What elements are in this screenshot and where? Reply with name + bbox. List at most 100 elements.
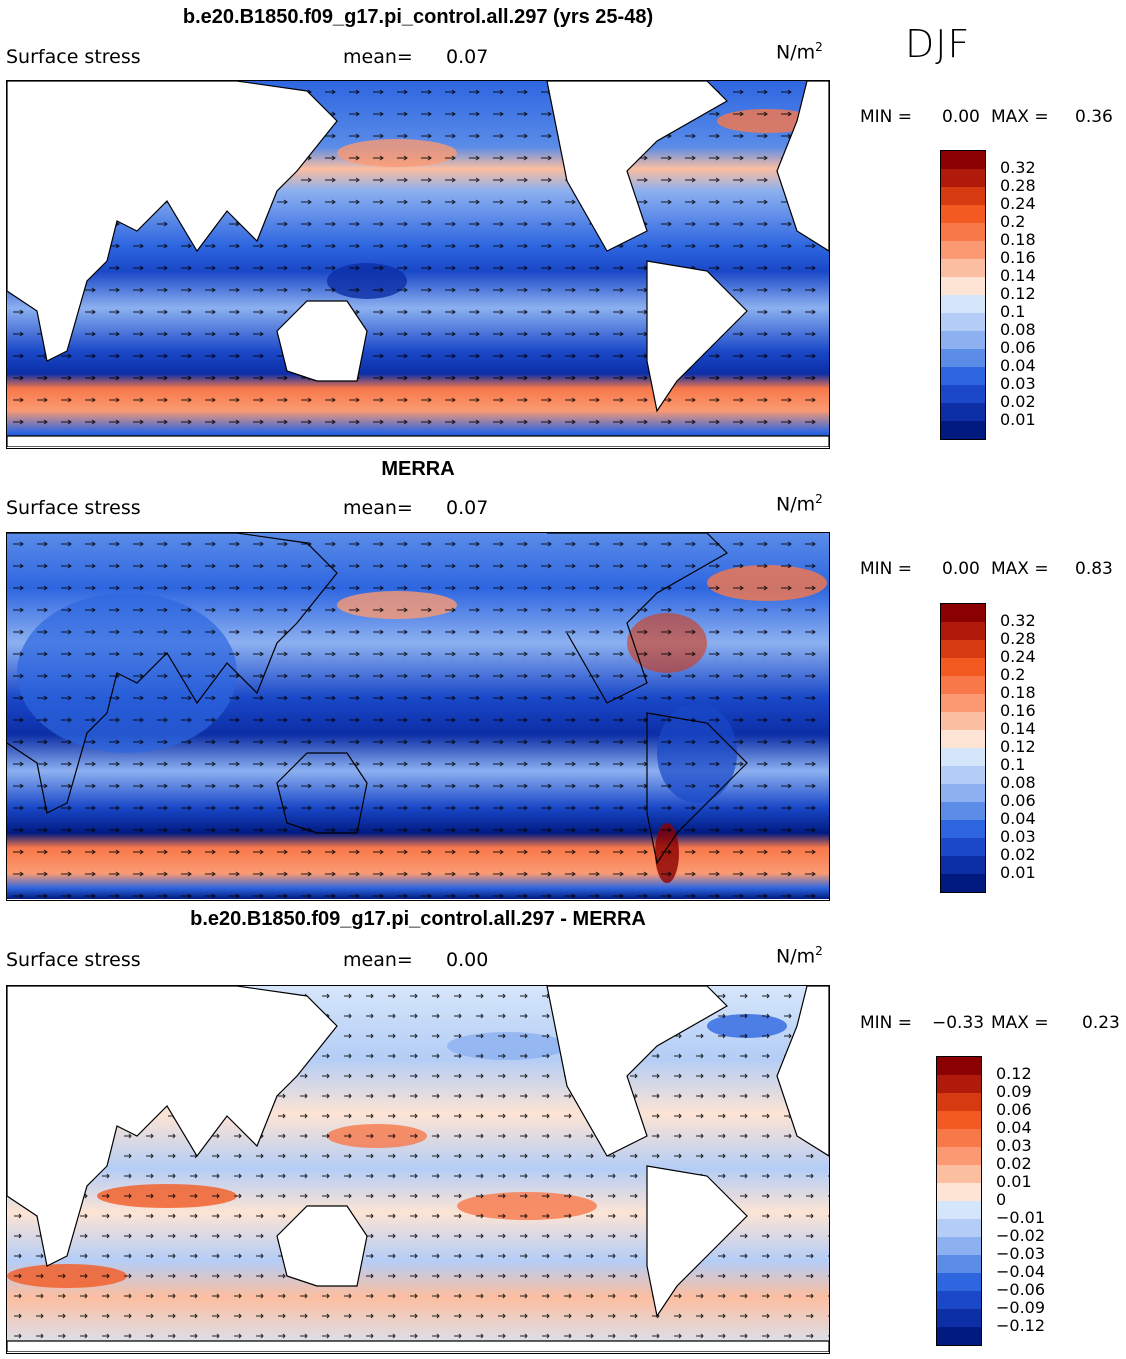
colorbar-swatch — [937, 1291, 981, 1309]
colorbar-tick-label: 0.18 — [1000, 683, 1036, 702]
colorbar-swatch — [941, 748, 985, 766]
colorbar-swatch — [941, 223, 985, 241]
colorbar-swatch — [941, 694, 985, 712]
panel-3-variable: Surface stress — [6, 949, 141, 971]
panel-3-colorbar: 0.12 0.09 0.06 0.04 0.03 0.02 0.01 0 −0.01 −0.02−… — [936, 1056, 1126, 1348]
panel-3-unit-base: N/m — [776, 945, 816, 968]
colorbar-swatch — [937, 1273, 981, 1291]
colorbar-tick-label: 0.01 — [1000, 410, 1036, 429]
colorbar-tick-label: 0.04 — [996, 1118, 1032, 1137]
panel-1-unit: N/m2 — [776, 40, 823, 63]
colorbar-swatch — [941, 421, 985, 439]
panel-1-max-value: 0.36 — [1075, 107, 1113, 127]
colorbar-tick-label: 0.24 — [1000, 647, 1036, 666]
colorbar-tick-label: 0.03 — [1000, 827, 1036, 846]
colorbar-swatch — [941, 331, 985, 349]
panel-3-unit: N/m2 — [776, 944, 823, 967]
panel-3-max-label: MAX = — [991, 1013, 1049, 1033]
panel-1-colorbar: 0.32 0.28 0.24 0.2 0.18 0.16 0.14 0.12 0.1 0.08 0.… — [940, 150, 1120, 442]
colorbar-swatch — [941, 856, 985, 874]
panel-3-mean-value: 0.00 — [446, 949, 489, 971]
colorbar-tick-label: −0.04 — [996, 1262, 1046, 1281]
panel-1-unit-exponent: 2 — [815, 40, 823, 54]
colorbar-tick-label: 0.32 — [1000, 158, 1036, 177]
colorbar-tick-label: 0.06 — [1000, 791, 1036, 810]
colorbar-tick-label: 0 — [996, 1190, 1007, 1209]
panel-2-unit-base: N/m — [776, 493, 816, 516]
colorbar-tick-label: −0.01 — [996, 1208, 1046, 1227]
colorbar-tick-label: 0.18 — [1000, 230, 1036, 249]
panel-2-min-label: MIN = — [860, 559, 913, 579]
panel-2-title: MERRA — [381, 458, 455, 480]
colorbar-swatch — [941, 712, 985, 730]
colorbar-tick-label: 0.1 — [1000, 302, 1026, 321]
colorbar-tick-label: 0.01 — [996, 1172, 1032, 1191]
season-label: DJF — [905, 22, 971, 66]
panel-1-unit-base: N/m — [776, 41, 816, 64]
colorbar-tick-label: 0.1 — [1000, 755, 1026, 774]
panel-2-colorbar: 0.32 0.28 0.24 0.2 0.18 0.16 0.14 0.12 0.1 0.08 0.… — [940, 603, 1120, 895]
colorbar-swatch — [941, 151, 985, 169]
colorbar-tick-label: 0.24 — [1000, 194, 1036, 213]
colorbar-tick-label: 0.12 — [1000, 737, 1036, 756]
colorbar-swatch — [941, 205, 985, 223]
colorbar-tick-label: 0.03 — [996, 1136, 1032, 1155]
colorbar-swatch — [941, 367, 985, 385]
panel-1-max-label: MAX = — [991, 107, 1049, 127]
panel-1-map — [6, 80, 830, 449]
colorbar-tick-label: −0.03 — [996, 1244, 1046, 1263]
colorbar-swatch — [941, 259, 985, 277]
colorbar-swatch — [937, 1327, 981, 1345]
colorbar-tick-label: 0.09 — [996, 1082, 1032, 1101]
panel-2-map — [6, 532, 830, 901]
colorbar-swatch — [941, 349, 985, 367]
colorbar-swatch — [937, 1165, 981, 1183]
panel-3-map — [6, 985, 830, 1354]
colorbar-swatch — [937, 1057, 981, 1075]
colorbar-swatch — [941, 313, 985, 331]
colorbar-swatch — [937, 1309, 981, 1327]
colorbar-swatch — [941, 403, 985, 421]
colorbar-tick-label: 0.01 — [1000, 863, 1036, 882]
panel-2-min-value: 0.00 — [942, 559, 980, 579]
colorbar-swatch — [937, 1183, 981, 1201]
colorbar-swatch — [941, 604, 985, 622]
colorbar-tick-label: 0.12 — [1000, 284, 1036, 303]
colorbar-tick-label: 0.02 — [996, 1154, 1032, 1173]
colorbar-swatch — [941, 676, 985, 694]
colorbar-tick-label: 0.03 — [1000, 374, 1036, 393]
colorbar-tick-label: 0.2 — [1000, 212, 1026, 231]
panel-1-colorbar-swatches — [940, 150, 986, 440]
colorbar-tick-label: 0.2 — [1000, 665, 1026, 684]
panel-3-map-svg — [7, 986, 829, 1352]
colorbar-tick-label: 0.16 — [1000, 701, 1036, 720]
colorbar-tick-label: 0.32 — [1000, 611, 1036, 630]
panel-3-colorbar-swatches — [936, 1056, 982, 1346]
colorbar-tick-label: −0.12 — [996, 1316, 1046, 1335]
colorbar-swatch — [937, 1129, 981, 1147]
colorbar-swatch — [941, 169, 985, 187]
colorbar-tick-label: 0.14 — [1000, 719, 1036, 738]
colorbar-tick-label: 0.28 — [1000, 176, 1036, 195]
panel-3-max-value: 0.23 — [1082, 1013, 1120, 1033]
colorbar-tick-label: 0.02 — [1000, 392, 1036, 411]
colorbar-swatch — [937, 1201, 981, 1219]
panel-2-mean-value: 0.07 — [446, 497, 489, 519]
colorbar-swatch — [941, 802, 985, 820]
colorbar-swatch — [941, 730, 985, 748]
colorbar-swatch — [937, 1075, 981, 1093]
colorbar-swatch — [941, 658, 985, 676]
colorbar-swatch — [937, 1111, 981, 1129]
colorbar-swatch — [941, 640, 985, 658]
colorbar-swatch — [937, 1147, 981, 1165]
panel-2-map-svg — [7, 533, 829, 899]
panel-3-mean-label: mean= — [343, 949, 413, 971]
colorbar-swatch — [941, 277, 985, 295]
panel-2-variable: Surface stress — [6, 497, 141, 519]
panel-3-unit-exponent: 2 — [815, 944, 823, 958]
panel-1-variable: Surface stress — [6, 46, 141, 68]
panel-1-mean-label: mean= — [343, 46, 413, 68]
colorbar-swatch — [941, 820, 985, 838]
panel-2-mean-label: mean= — [343, 497, 413, 519]
panel-1-min-label: MIN = — [860, 107, 913, 127]
